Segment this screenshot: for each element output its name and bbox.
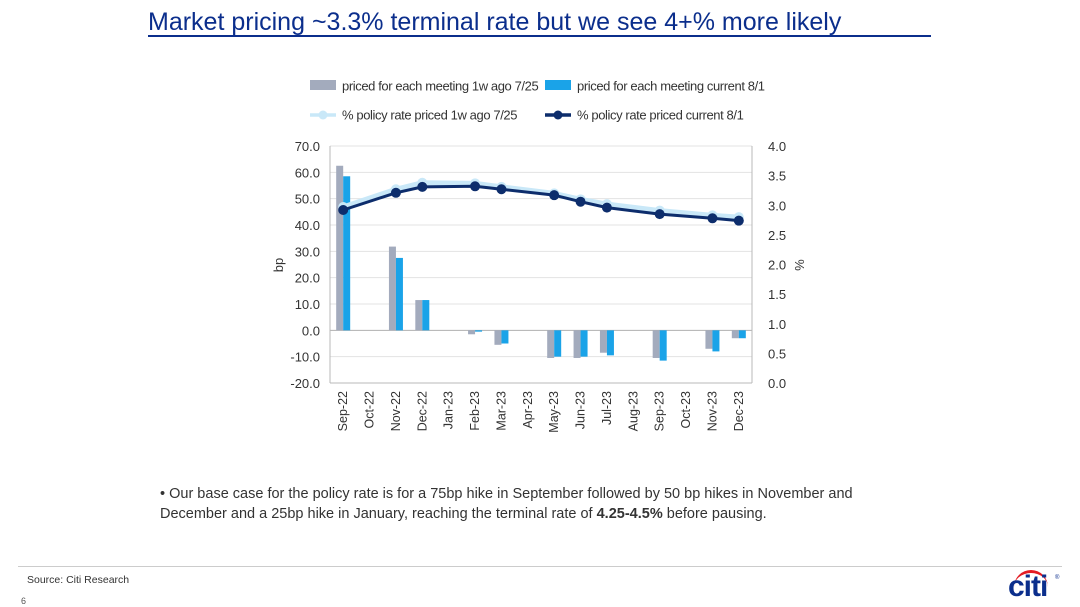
line-marker-current: [470, 181, 481, 192]
y-tick-right: 3.0: [768, 198, 786, 213]
bar-current: [606, 330, 614, 356]
citi-logo: citi: [1008, 570, 1048, 603]
line-marker-current: [338, 204, 349, 215]
bar-current: [475, 330, 483, 332]
y-axis-label-left: bp: [271, 258, 286, 272]
y-tick-right: 0.5: [768, 346, 786, 361]
x-tick-label: Oct-22: [363, 391, 377, 429]
line-prior: [342, 180, 739, 220]
x-tick-label: Apr-23: [521, 391, 535, 429]
bar-current: [501, 330, 509, 344]
y-tick-left: -20.0: [290, 376, 320, 391]
y-tick-right: 2.0: [768, 258, 786, 273]
bar-prior: [731, 330, 739, 339]
title-underline: [148, 35, 931, 37]
bar-prior: [494, 330, 502, 345]
x-tick-label: Nov-22: [389, 391, 403, 431]
x-tick-label: Jun-23: [574, 391, 588, 429]
x-tick-label: Jul-23: [600, 391, 614, 425]
legend-swatch-marker: [553, 110, 563, 120]
citi-logo-arc: [1014, 570, 1048, 587]
line-marker-current: [733, 215, 744, 226]
y-tick-right: 4.0: [768, 139, 786, 154]
legend-swatch: [545, 80, 571, 90]
y-tick-left: 30.0: [295, 244, 320, 259]
x-tick-label: Dec-22: [415, 391, 429, 431]
y-axis-label-right: %: [792, 259, 807, 271]
bar-prior: [388, 246, 396, 331]
bar-current: [554, 330, 562, 357]
bullet-text: Our base case for the policy rate is for…: [160, 486, 853, 522]
x-tick-label: Nov-23: [705, 391, 719, 431]
legend-label: priced for each meeting 1w ago 7/25: [342, 79, 538, 94]
y-tick-left: 60.0: [295, 165, 320, 180]
y-tick-right: 3.5: [768, 169, 786, 184]
x-tick-label: Dec-23: [732, 391, 746, 431]
y-tick-left: 10.0: [295, 297, 320, 312]
bar-current: [580, 330, 588, 357]
legend-label: % policy rate priced 1w ago 7/25: [342, 108, 517, 123]
bullet-marker: •: [160, 486, 166, 502]
y-tick-left: 50.0: [295, 192, 320, 207]
bar-current: [343, 176, 351, 331]
y-tick-left: -10.0: [290, 350, 320, 365]
bullet-text-end: before pausing.: [666, 506, 767, 522]
x-tick-label: Sep-22: [336, 391, 350, 431]
chart: 70.0 60.0 50.0 40.0 30.0 20.0 10.0 0.0 -10.0 -20.…: [271, 79, 807, 433]
bar-prior: [573, 330, 581, 358]
base-case-bullet: • Our base case for the policy rate is f…: [160, 484, 920, 524]
line-marker-current: [601, 202, 612, 213]
x-tick-label: May-23: [547, 391, 561, 433]
x-tick-label: Mar-23: [494, 391, 508, 431]
bar-current: [395, 257, 403, 331]
bar-prior: [468, 330, 476, 335]
y-tick-left: 20.0: [295, 271, 320, 286]
x-tick-label: Aug-23: [626, 391, 640, 431]
line-marker-current: [417, 181, 428, 192]
bar-prior: [652, 330, 660, 358]
line-marker-current: [496, 184, 507, 195]
x-tick-label: Jan-23: [442, 391, 456, 429]
line-marker-current: [549, 190, 560, 201]
footer-divider: [18, 566, 1062, 567]
bar-current: [738, 330, 746, 339]
legend-label: % policy rate priced current 8/1: [577, 108, 744, 123]
line-marker-current: [390, 187, 401, 198]
y-tick-left: 40.0: [295, 218, 320, 233]
y-tick-left: 0.0: [302, 323, 320, 338]
y-tick-left: 70.0: [295, 139, 320, 154]
legend-swatch-marker: [318, 110, 328, 120]
y-tick-right: 1.5: [768, 287, 786, 302]
bar-prior: [336, 165, 344, 331]
bar-current: [712, 330, 720, 352]
y-tick-right: 0.0: [768, 376, 786, 391]
bar-prior: [599, 330, 607, 353]
line-marker-current: [575, 196, 586, 207]
x-tick-label: Feb-23: [468, 391, 482, 431]
bar-current: [422, 300, 430, 331]
source-note: Source: Citi Research: [27, 574, 130, 586]
x-tick-label: Oct-23: [679, 391, 693, 429]
line-marker-current: [654, 209, 665, 220]
y-tick-right: 2.5: [768, 228, 786, 243]
x-tick-label: Sep-23: [653, 391, 667, 431]
bullet-terminal-rate: 4.25-4.5%: [596, 506, 663, 522]
bar-prior: [415, 300, 423, 331]
legend-label: priced for each meeting current 8/1: [577, 79, 765, 94]
bar-prior: [705, 330, 713, 349]
y-tick-right: 1.0: [768, 317, 786, 332]
bar-current: [659, 330, 667, 361]
page-title: Market pricing ~3.3% terminal rate but w…: [148, 8, 842, 36]
registered-mark: ®: [1055, 575, 1060, 581]
line-marker-current: [707, 213, 718, 224]
page-number: 6: [21, 596, 27, 606]
legend-swatch: [310, 80, 336, 90]
bar-prior: [547, 330, 555, 358]
